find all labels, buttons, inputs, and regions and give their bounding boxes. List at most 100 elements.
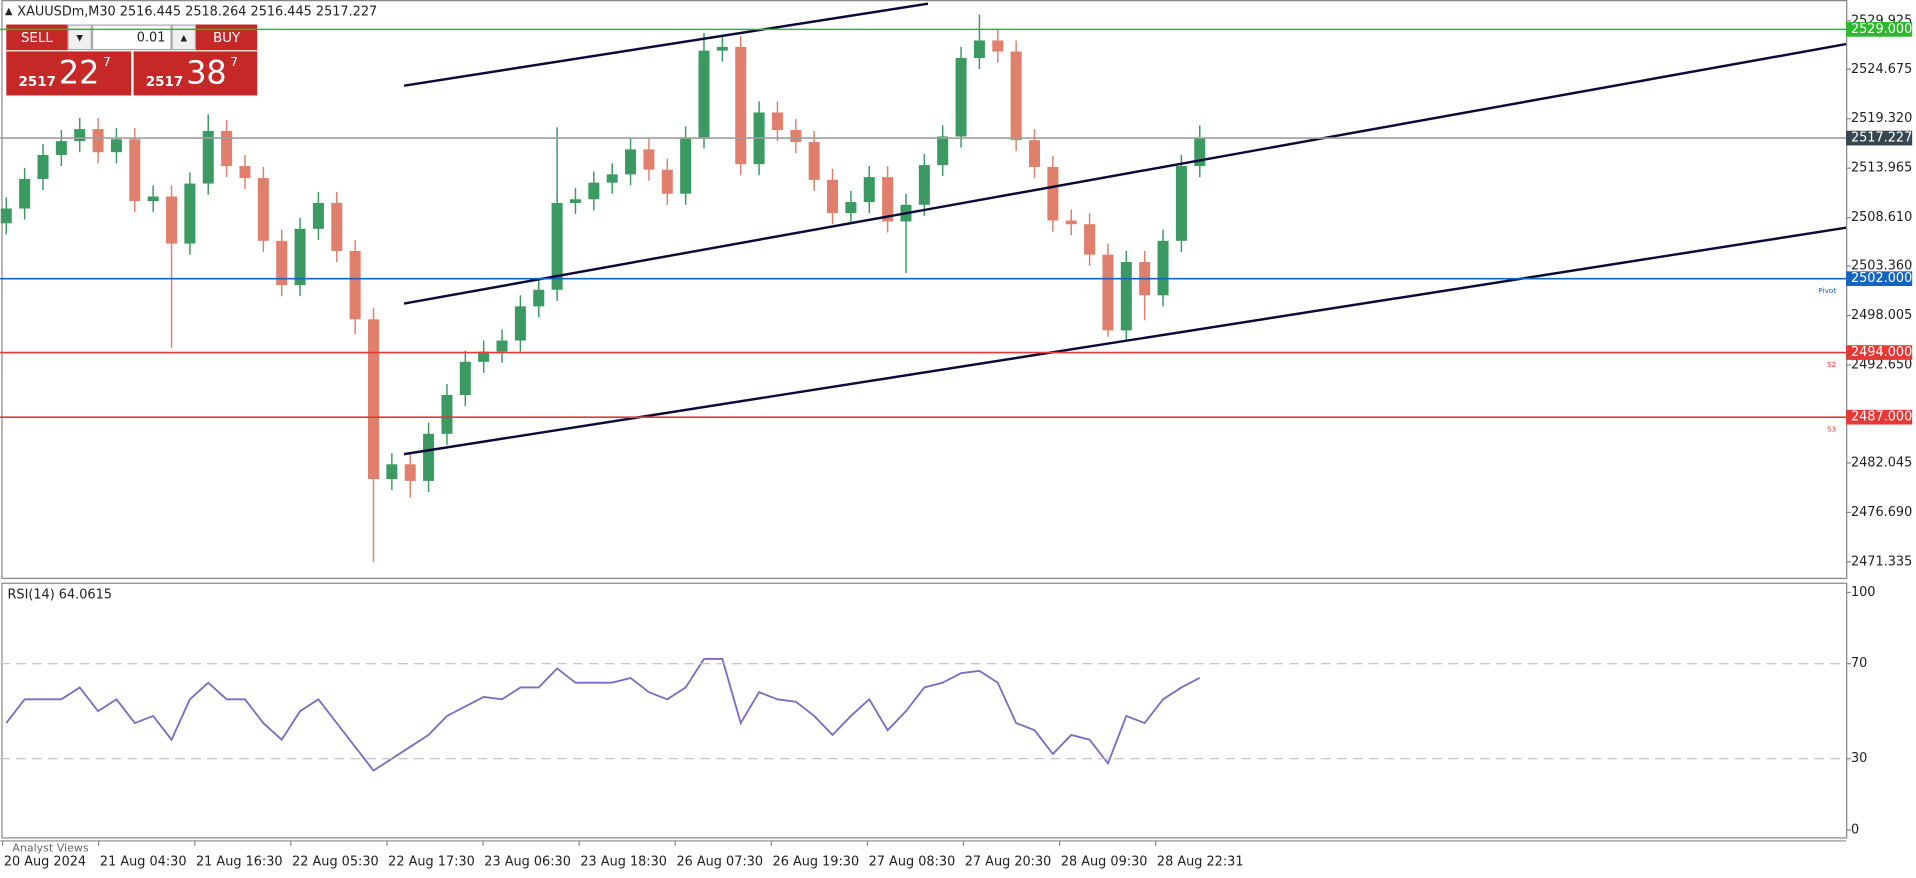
level-label: 2529.000 xyxy=(1851,22,1912,37)
y-tick-label: 2471.335 xyxy=(1851,554,1912,569)
rsi-line xyxy=(5,658,1201,772)
candle-body xyxy=(937,136,949,166)
candle-body xyxy=(441,395,453,434)
sell-price[interactable] xyxy=(6,51,132,96)
x-tick-label: 23 Aug 18:30 xyxy=(580,854,667,869)
level-name: S2 xyxy=(1827,360,1836,369)
candle-body xyxy=(643,149,655,170)
candle-body xyxy=(827,179,839,214)
y-tick-label: 2513.965 xyxy=(1851,161,1912,176)
candle-body xyxy=(588,182,600,200)
candle-body xyxy=(459,361,471,396)
candle-body xyxy=(551,202,563,290)
candle-body xyxy=(1084,224,1096,255)
sell-label[interactable]: SELL xyxy=(21,31,54,46)
bid-main: 2517 xyxy=(19,75,56,90)
lot-down-icon[interactable]: ▼ xyxy=(76,33,83,43)
candle-body xyxy=(680,137,692,194)
y-tick-label: 2476.690 xyxy=(1851,505,1912,520)
candle-body xyxy=(863,177,875,203)
x-tick-label: 22 Aug 05:30 xyxy=(292,854,379,869)
y-tick-label: 2503.360 xyxy=(1851,259,1912,274)
candle-body xyxy=(202,130,214,184)
candle-body xyxy=(423,433,435,481)
level-label-box xyxy=(1846,271,1913,287)
candle-body xyxy=(1194,138,1206,167)
x-tick-label: 28 Aug 09:30 xyxy=(1061,854,1148,869)
candle-body xyxy=(55,141,67,155)
candle-body xyxy=(1047,166,1059,221)
candle-body xyxy=(1175,166,1187,241)
x-tick-label: 20 Aug 2024 xyxy=(4,854,86,869)
candle-body xyxy=(1120,262,1132,331)
y-tick-label: 2498.005 xyxy=(1851,308,1912,323)
candle-body xyxy=(973,40,985,58)
candle-body xyxy=(625,149,637,175)
trend-line xyxy=(403,226,1847,456)
x-tick-label: 27 Aug 20:30 xyxy=(965,854,1052,869)
y-tick-label: 70 xyxy=(1851,656,1867,671)
candle-body xyxy=(569,199,581,203)
candle-body xyxy=(478,351,490,362)
candle-body xyxy=(882,177,894,222)
candle-body xyxy=(514,306,526,341)
candle-body xyxy=(918,165,930,205)
level-label: 2494.000 xyxy=(1851,345,1912,360)
candle-body xyxy=(1028,140,1041,167)
price-panel xyxy=(1,0,1848,579)
x-tick-label: 26 Aug 19:30 xyxy=(773,854,860,869)
candle-body xyxy=(312,202,324,229)
candle-body xyxy=(735,46,747,165)
level-label: 2517.227 xyxy=(1851,131,1912,146)
candle-body xyxy=(1010,51,1022,141)
marks xyxy=(0,14,1206,772)
buy-label[interactable]: BUY xyxy=(213,31,241,46)
trend-line xyxy=(403,42,1847,305)
candle-body xyxy=(1157,240,1169,296)
trend-line xyxy=(403,2,929,87)
y-tick-label: 2508.610 xyxy=(1851,210,1912,225)
candle-body xyxy=(184,183,196,244)
lot-value[interactable]: 0.01 xyxy=(137,30,166,45)
candle-body xyxy=(790,130,802,143)
candle-body xyxy=(1102,254,1114,331)
candle-body xyxy=(294,228,306,286)
candle-body xyxy=(1065,220,1077,225)
y-tick-label: 2492.650 xyxy=(1851,358,1912,373)
x-tick-label: 26 Aug 07:30 xyxy=(676,854,763,869)
ask-big: 38 xyxy=(186,54,226,92)
y-tick-label: 2519.320 xyxy=(1851,111,1912,126)
candle-body xyxy=(606,174,618,183)
analyst-tab[interactable]: Analyst Views xyxy=(12,841,88,854)
candle-body xyxy=(257,178,269,241)
candle-body xyxy=(496,340,508,352)
level-name: Pivot xyxy=(1818,286,1836,295)
lot-up[interactable] xyxy=(171,24,197,51)
candle-body xyxy=(992,40,1004,52)
candle-body xyxy=(92,129,104,153)
x-tick-label: 27 Aug 08:30 xyxy=(869,854,956,869)
bid-sup: 7 xyxy=(103,55,111,69)
candle-body xyxy=(661,169,673,194)
level-label: 2487.000 xyxy=(1851,410,1912,425)
bid-big: 22 xyxy=(59,54,99,92)
candle-body xyxy=(808,142,820,180)
lot-up-icon[interactable]: ▲ xyxy=(180,33,187,43)
x-tick-label: 28 Aug 22:31 xyxy=(1157,854,1244,869)
candle-body xyxy=(166,196,178,244)
rsi-title: RSI(14) 64.0615 xyxy=(7,587,111,602)
level-label-box xyxy=(1846,22,1913,37)
candle-body xyxy=(845,202,857,214)
x-tick-label: 21 Aug 04:30 xyxy=(100,854,187,869)
y-tick-label: 100 xyxy=(1851,585,1876,600)
buy-price[interactable] xyxy=(133,51,258,96)
y-tick-label: 0 xyxy=(1851,822,1859,837)
ask-sup: 7 xyxy=(230,55,238,69)
level-label-box xyxy=(1846,345,1913,360)
y-tick-label: 30 xyxy=(1851,751,1867,766)
candle-body xyxy=(37,154,49,179)
collapse-icon[interactable]: ▲ xyxy=(5,6,13,17)
candle-body xyxy=(221,130,233,167)
lot-down[interactable] xyxy=(67,24,92,51)
